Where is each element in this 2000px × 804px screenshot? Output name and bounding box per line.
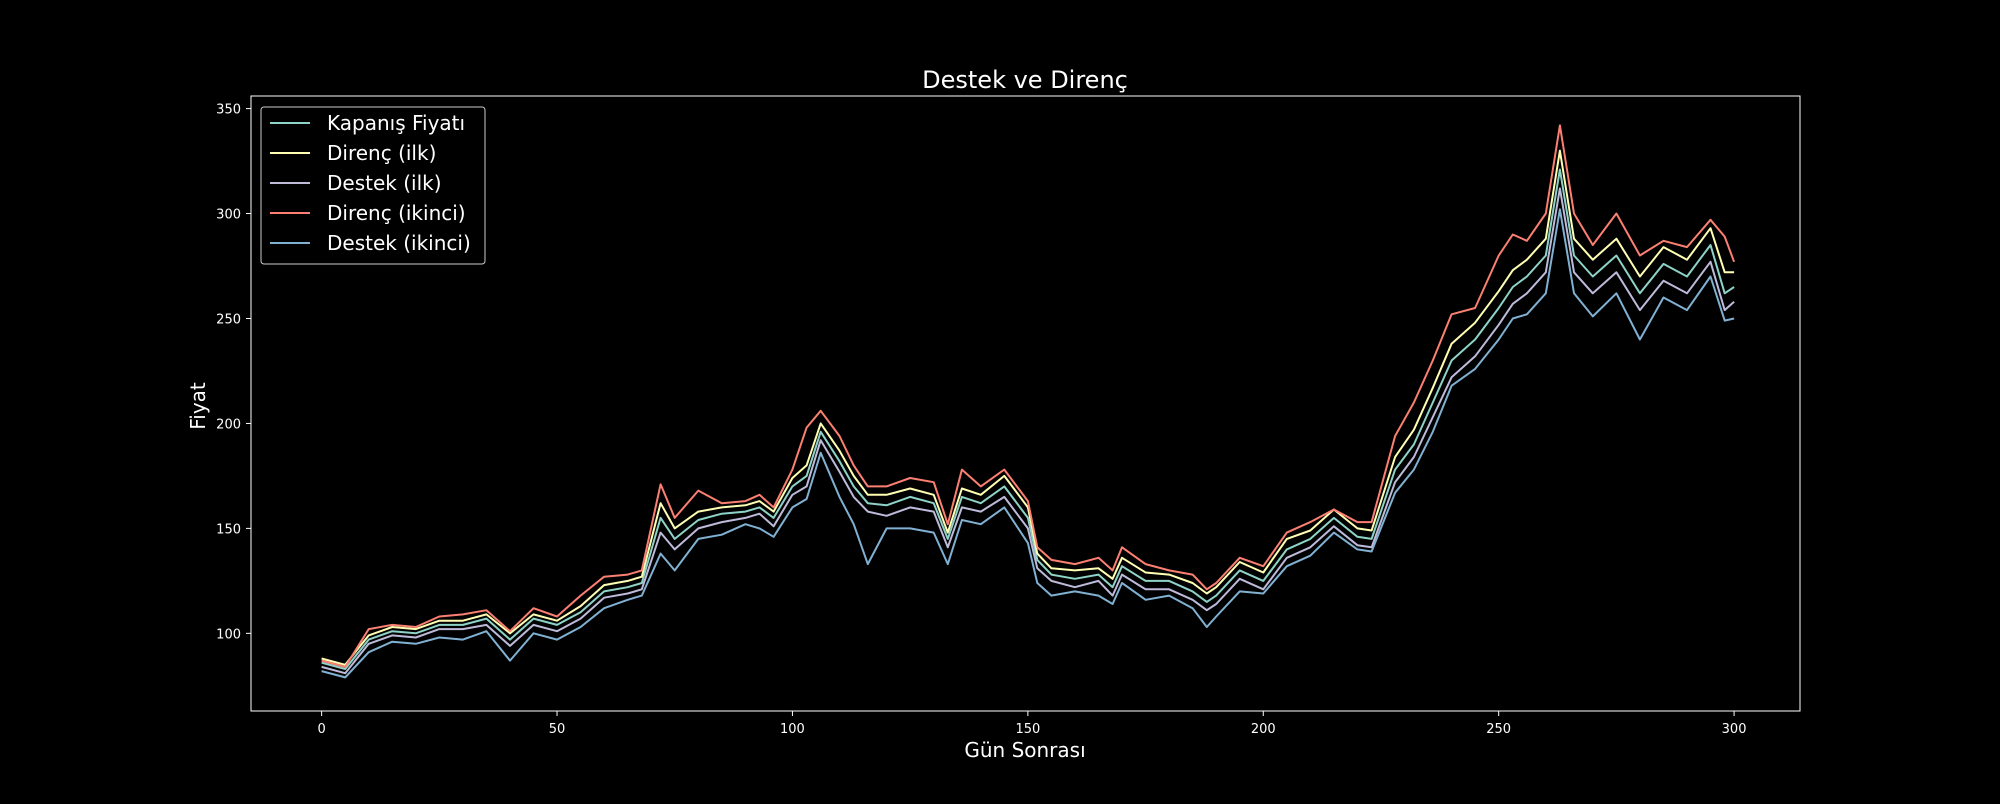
legend-label-3: Destek (ilk) <box>327 171 442 195</box>
x-axis-label: Gün Sonrası <box>964 738 1085 762</box>
x-tick-label: 0 <box>317 722 325 737</box>
legend-label-2: Direnç (ilk) <box>327 141 436 165</box>
x-tick-label: 150 <box>1015 722 1040 737</box>
y-tick-label: 350 <box>216 103 241 118</box>
legend-label-4: Direnç (ikinci) <box>327 201 466 225</box>
legend-label-5: Destek (ikinci) <box>327 231 471 255</box>
series-line-5 <box>321 208 1735 679</box>
series-layer <box>321 124 1736 679</box>
x-tick-label: 50 <box>549 722 566 737</box>
series-line-1 <box>321 168 1735 670</box>
y-tick-label: 150 <box>216 522 241 537</box>
y-tick-label: 300 <box>216 208 241 223</box>
plot-frame <box>250 95 1801 712</box>
legend-label-1: Kapanış Fiyatı <box>327 111 465 135</box>
x-tick-label: 200 <box>1251 722 1276 737</box>
series-line-3 <box>321 187 1735 675</box>
x-tick-label: 250 <box>1486 722 1511 737</box>
y-tick-label: 250 <box>216 312 241 327</box>
y-tick-label: 100 <box>216 627 241 642</box>
series-line-4 <box>321 124 1736 668</box>
ticks-layer: 0 50 100 150 200 250 300 100 150 200 250 300 350 <box>216 103 1746 737</box>
x-tick-label: 300 <box>1722 722 1747 737</box>
legend-box <box>260 106 486 265</box>
x-tick-label: 100 <box>780 722 805 737</box>
y-tick-label: 200 <box>216 417 241 432</box>
legend: Kapanış Fiyatı Direnç (ilk) Destek (ilk) Di… <box>260 106 486 265</box>
chart-title: Destek ve Direnç <box>922 66 1128 94</box>
series-line-2 <box>321 149 1735 666</box>
y-axis-label: Fiyat <box>186 382 210 430</box>
